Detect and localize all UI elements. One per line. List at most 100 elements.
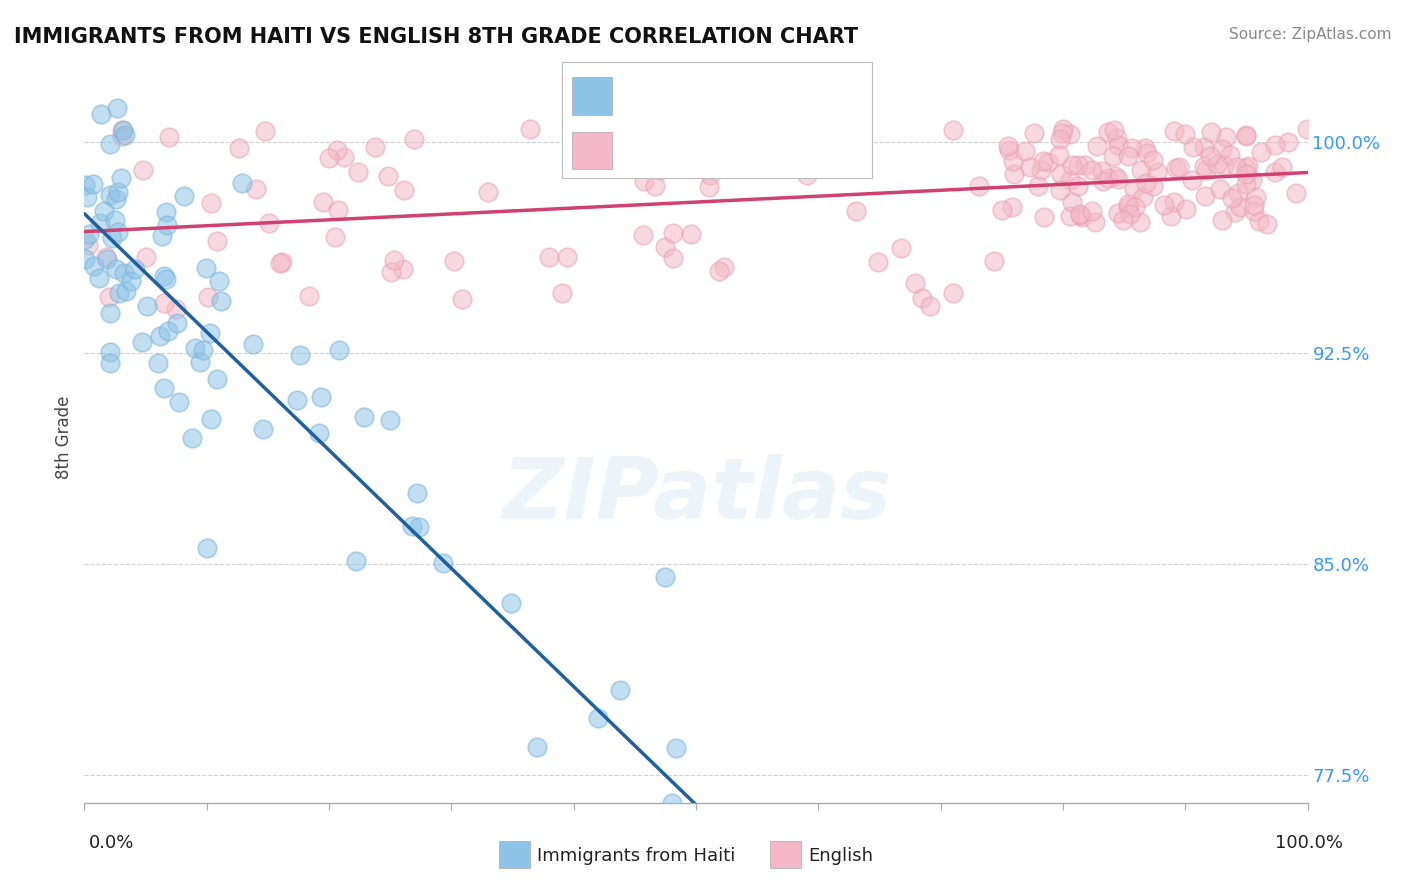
Point (1059, 209, 1081, 223)
Point (707, 264, 730, 278)
Point (73, 252, 96, 266)
Text: 0.317: 0.317 (668, 136, 730, 154)
Point (1229, 200, 1251, 214)
Point (253, 123, 276, 137)
Point (194, 261, 217, 276)
Point (997, 138, 1019, 153)
Point (105, 262, 128, 277)
Point (631, 227, 654, 242)
Point (1085, 139, 1108, 153)
Point (1246, 190, 1268, 204)
Point (326, 143, 349, 157)
Point (124, 262, 146, 277)
Point (110, 171, 132, 186)
Point (76, 189, 98, 203)
Point (662, 226, 685, 240)
Point (1250, 145, 1272, 160)
Point (401, 519, 423, 533)
Point (198, 326, 221, 340)
Point (111, 123, 134, 137)
Point (107, 186, 129, 200)
Point (1212, 158, 1234, 172)
Point (245, 181, 267, 195)
Point (1164, 161, 1187, 176)
Point (165, 301, 187, 316)
Point (132, 162, 155, 177)
Point (1211, 212, 1233, 227)
Point (332, 150, 354, 164)
Point (96, 252, 118, 266)
Point (82, 177, 104, 191)
Point (1019, 160, 1042, 174)
Point (104, 192, 127, 206)
Point (1135, 140, 1157, 154)
Point (1123, 182, 1146, 196)
Point (98, 306, 121, 320)
Point (1022, 126, 1045, 140)
Point (1243, 204, 1265, 219)
Point (157, 129, 180, 144)
Point (104, 213, 127, 227)
Point (344, 554, 367, 568)
Point (181, 431, 204, 445)
Text: R =: R = (626, 81, 665, 99)
Point (1129, 214, 1152, 228)
Point (1049, 132, 1071, 146)
Point (1220, 191, 1243, 205)
Point (328, 202, 350, 217)
Point (93, 203, 115, 218)
Point (681, 227, 703, 241)
Point (1116, 197, 1139, 211)
Point (1195, 163, 1218, 178)
Point (1029, 162, 1052, 177)
Point (148, 356, 170, 370)
Point (890, 241, 912, 255)
Point (440, 810, 463, 824)
Point (967, 178, 990, 193)
Point (1112, 213, 1135, 227)
Point (200, 412, 222, 426)
Point (1101, 149, 1123, 163)
Point (382, 252, 405, 267)
Point (120, 274, 142, 288)
Point (208, 274, 231, 288)
Point (1199, 148, 1222, 162)
Point (353, 409, 375, 424)
Point (77, 227, 100, 241)
Point (94, 250, 117, 264)
Point (644, 179, 666, 194)
Point (269, 256, 291, 270)
Point (1107, 131, 1129, 145)
Point (1271, 160, 1294, 174)
Point (197, 290, 219, 304)
Point (648, 162, 671, 177)
Point (406, 486, 429, 500)
Point (195, 541, 218, 556)
Point (983, 253, 1005, 268)
Point (1234, 128, 1257, 142)
Point (1223, 205, 1246, 219)
Text: N =: N = (730, 81, 769, 99)
Point (1104, 169, 1126, 183)
Point (866, 255, 889, 269)
Point (1142, 153, 1164, 167)
Point (1208, 182, 1230, 196)
Y-axis label: 8th Grade: 8th Grade (55, 395, 73, 479)
Point (1091, 174, 1114, 188)
Point (519, 121, 541, 136)
Point (918, 299, 941, 313)
Point (153, 268, 176, 283)
Point (1028, 179, 1050, 194)
Point (108, 285, 131, 300)
Point (188, 354, 211, 368)
Point (1107, 138, 1129, 153)
Point (1181, 140, 1204, 154)
Point (1038, 155, 1060, 169)
Point (586, 711, 609, 725)
Point (1247, 213, 1270, 227)
Point (1130, 163, 1153, 178)
Point (392, 262, 415, 277)
Point (1226, 160, 1249, 174)
Point (1059, 127, 1081, 141)
Point (1116, 200, 1139, 214)
